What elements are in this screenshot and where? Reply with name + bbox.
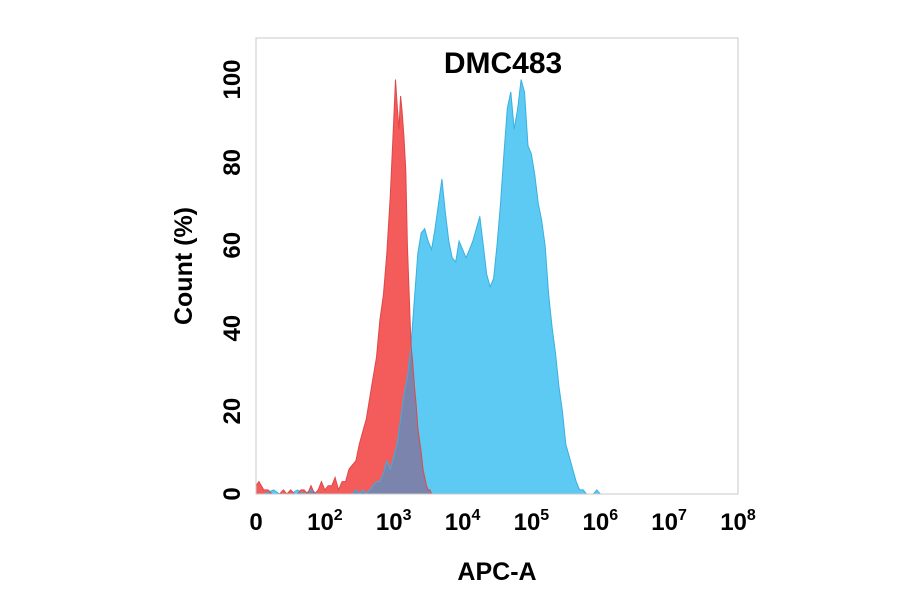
y-tick-label: 80: [219, 149, 246, 176]
series-layer: [256, 79, 621, 494]
x-tick-label: 105: [514, 507, 550, 536]
x-axis-ticks: 0 102 103 104 105 106 107 108: [249, 507, 756, 536]
y-axis-label: Count (%): [170, 207, 198, 325]
x-tick-label: 0: [249, 509, 262, 536]
y-tick-label: 60: [219, 232, 246, 259]
x-tick-label: 104: [445, 507, 481, 536]
series-sample-line: [256, 79, 621, 494]
series-control-line: [256, 79, 442, 494]
chart-title: DMC483: [444, 47, 562, 80]
y-tick-label: 40: [219, 315, 246, 342]
x-tick-label: 102: [307, 507, 343, 536]
x-tick-label: 107: [651, 507, 687, 536]
series-control-area: [256, 79, 442, 494]
y-tick-label: 20: [219, 398, 246, 425]
x-axis-label: APC-A: [457, 558, 536, 586]
series-sample-area: [256, 79, 621, 494]
plot-frame: [255, 37, 739, 495]
x-tick-label: 106: [582, 507, 618, 536]
y-axis-ticks: 0 20 40 60 80 100: [219, 59, 246, 500]
y-tick-label: 0: [219, 487, 246, 500]
x-tick-label: 108: [720, 507, 756, 536]
x-tick-label: 103: [376, 507, 412, 536]
series-overlap-area: [256, 79, 442, 494]
y-tick-label: 100: [219, 59, 246, 99]
